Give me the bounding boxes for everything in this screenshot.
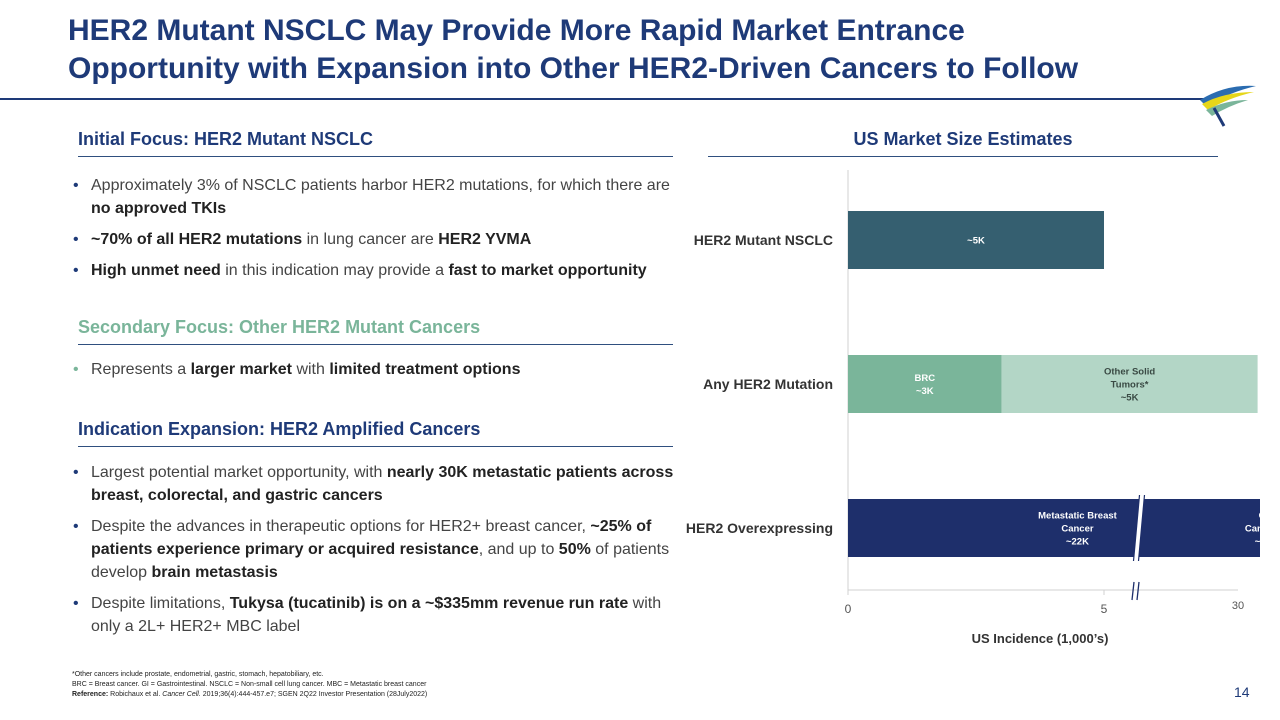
category-label: HER2 Mutant NSCLC (694, 232, 833, 248)
bar-break-mark (1132, 494, 1141, 562)
bar-segment (1001, 355, 1258, 413)
bullet-text: , and up to (478, 541, 559, 558)
footnotes: *Other cancers include prostate, endomet… (72, 670, 427, 700)
expansion-bullet-3: Despite limitations, Tukysa (tucatinib) … (72, 592, 682, 638)
page-title: HER2 Mutant NSCLC May Provide More Rapid… (68, 12, 1168, 88)
bullet-text: Approximately 3% of NSCLC patients harbo… (91, 177, 670, 194)
bullet-text: in this indication may provide a (220, 262, 449, 279)
category-label: Any HER2 Mutation (703, 376, 833, 392)
reference-details: 2019;36(4):444-457.e7; SGEN 2Q22 Investo… (200, 691, 428, 698)
bar-segment (848, 355, 1002, 413)
bullet-text: fast to market opportunity (448, 262, 647, 279)
chart-title: US Market Size Estimates (708, 129, 1218, 157)
bar-data-label: ~5K (967, 236, 985, 247)
bullet-text: Largest potential market opportunity, wi… (91, 464, 387, 481)
bar-break-gap (1133, 494, 1145, 562)
category-label: HER2 Overexpressing (686, 520, 833, 536)
bullet-text: with only a 2L+ HER2+ MBC label (91, 595, 662, 635)
section-heading-indication-expansion: Indication Expansion: HER2 Amplified Can… (78, 419, 673, 447)
bullet-text: nearly 30K metastatic patients across br… (91, 464, 674, 504)
bar-break-mark (1137, 494, 1146, 562)
reference-journal: Cancer Cell. (162, 691, 201, 698)
page-title-line-1: HER2 Mutant NSCLC May Provide More Rapid… (68, 14, 965, 47)
x-axis-label: US Incidence (1,000’s) (972, 631, 1109, 646)
expansion-bullet-2: Despite the advances in therapeutic opti… (72, 515, 682, 584)
bar-data-label: Other Solid Tumors* ~5K (1104, 367, 1155, 404)
bullet-text: HER2 YVMA (438, 231, 532, 248)
bullet-text: brain metastasis (151, 564, 278, 581)
initial-bullet-2: ~70% of all HER2 mutations in lung cance… (72, 228, 682, 251)
initial-focus-bullet-list: Approximately 3% of NSCLC patients harbo… (72, 174, 682, 290)
bullet-text: in lung cancer are (302, 231, 439, 248)
axis-break-mark (1131, 581, 1135, 601)
x-tick-label: 0 (845, 602, 852, 616)
bullet-text: Despite limitations, (91, 595, 230, 612)
reference-authors: Robichaux et al. (108, 691, 163, 698)
secondary-bullet-1: Represents a larger market with limited … (72, 358, 682, 381)
bar-data-label: Metastatic Breast Cancer ~22K (1038, 511, 1118, 548)
axis-break-mark (1136, 581, 1140, 601)
company-logo-icon (1200, 85, 1256, 127)
market-size-bar-chart: 051030US Incidence (1,000’s)HER2 Mutant … (686, 170, 1260, 646)
bar-segment (848, 499, 1260, 557)
page-number: 14 (1234, 684, 1250, 700)
x-tick-label: 30 (1232, 600, 1244, 612)
page-title-line-2: Opportunity with Expansion into Other HE… (68, 52, 1079, 85)
title-divider (0, 98, 1215, 100)
bullet-text: Represents a (91, 361, 191, 378)
footnote-abbreviations: BRC = Breast cancer. GI = Gastrointestin… (72, 681, 427, 688)
bar-segment (848, 211, 1104, 269)
secondary-focus-bullet-list: Represents a larger market with limited … (72, 358, 682, 389)
reference-label: Reference: (72, 691, 109, 698)
bullet-text: larger market (190, 361, 292, 378)
bullet-text: limited treatment options (329, 361, 521, 378)
section-heading-secondary-focus: Secondary Focus: Other HER2 Mutant Cance… (78, 317, 673, 345)
bullet-text: High unmet need (91, 262, 221, 279)
bullet-text: of patients develop (91, 541, 670, 581)
bullet-text: with (292, 361, 330, 378)
expansion-bullet-1: Largest potential market opportunity, wi… (72, 461, 682, 507)
x-tick-label: 5 (1101, 602, 1108, 616)
footnote-reference: Reference: Robichaux et al. Cancer Cell.… (72, 690, 427, 700)
bullet-text: Despite the advances in therapeutic opti… (91, 518, 591, 535)
initial-bullet-3: High unmet need in this indication may p… (72, 259, 682, 282)
bullet-text: Tukysa (tucatinib) is on a ~$335mm reven… (229, 595, 629, 612)
section-heading-initial-focus: Initial Focus: HER2 Mutant NSCLC (78, 129, 673, 157)
bullet-text: ~70% of all HER2 mutations (91, 231, 303, 248)
indication-expansion-bullet-list: Largest potential market opportunity, wi… (72, 461, 682, 646)
bullet-text: 50% (558, 541, 591, 558)
bar-data-label: BRC ~3K (915, 373, 936, 397)
footnote-other-cancers: *Other cancers include prostate, endomet… (72, 671, 324, 678)
bullet-text: no approved TKIs (91, 200, 227, 217)
bullet-text: ~25% of patients experience primary or a… (91, 518, 652, 558)
bar-data-label: GICancers~7K (1245, 511, 1260, 548)
initial-bullet-1: Approximately 3% of NSCLC patients harbo… (72, 174, 682, 220)
